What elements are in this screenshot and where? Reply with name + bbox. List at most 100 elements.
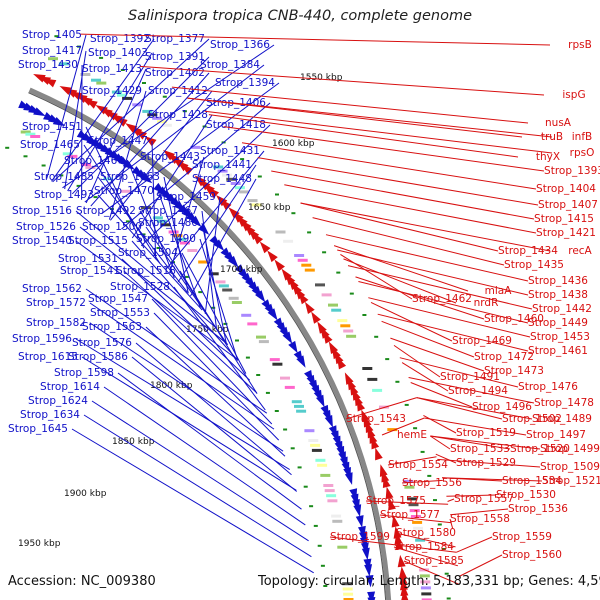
reverse-gene-arrow	[382, 475, 391, 489]
reverse-gene-arrow	[267, 250, 278, 263]
left-leader-line	[81, 356, 297, 491]
inner-feature-bar	[25, 132, 36, 136]
left-gene-label: Strop_1451	[22, 121, 82, 133]
right-gene-label: Strop_1585	[404, 555, 464, 567]
right-gene-label: Strop_1519	[456, 427, 516, 439]
inner-feature-bar	[62, 152, 73, 156]
reverse-gene-arrow	[323, 331, 333, 344]
inner-tick-dot	[41, 164, 46, 167]
outer-feature-bar	[409, 509, 420, 513]
inner-feature-bar	[326, 494, 337, 498]
outer-feature-bar	[412, 520, 423, 524]
right-gene-label: Strop_1497	[526, 429, 586, 441]
left-leader-line	[131, 356, 298, 492]
reverse-gene-arrow	[347, 377, 357, 391]
right-leader-line	[208, 114, 519, 158]
inner-feature-bar	[30, 135, 41, 138]
right-leader-line	[140, 65, 545, 96]
left-leader-line	[153, 312, 280, 441]
left-gene-label: Strop_1492	[76, 205, 136, 217]
inner-feature-bar	[168, 230, 179, 234]
right-gene-label: Strop_1393	[544, 165, 600, 177]
outer-tick-dot	[427, 474, 432, 477]
right-gene-label: Strop_1407	[538, 199, 598, 211]
left-gene-label: Strop_1413	[82, 63, 142, 75]
forward-gene-arrow	[288, 340, 298, 354]
inner-feature-bar	[67, 154, 78, 158]
right-gene-label: Strop_1509	[540, 461, 600, 473]
reverse-gene-arrow	[144, 136, 157, 147]
outer-tick-dot	[54, 35, 59, 38]
inner-feature-bar	[103, 177, 113, 181]
left-gene-label: Strop_1377	[145, 33, 205, 45]
left-gene-label: Strop_1518	[116, 265, 176, 277]
right-gene-label: Strop_1599	[330, 531, 390, 543]
inner-feature-bar	[327, 499, 338, 503]
right-gene-label: Strop_1556	[402, 477, 462, 489]
outer-feature-bar	[407, 497, 418, 501]
right-leader-line	[312, 217, 505, 266]
outer-feature-bar	[234, 186, 245, 190]
right-gene-label: Strop_1536	[508, 503, 568, 515]
accession-text: Accession: NC_009380	[8, 574, 156, 589]
right-leader-line	[377, 313, 529, 352]
inner-tick-dot	[5, 146, 10, 149]
outer-feature-bar	[58, 62, 69, 66]
forward-gene-arrow	[353, 504, 362, 517]
right-leader-line	[365, 500, 449, 505]
outer-tick-dot	[120, 69, 125, 71]
inner-feature-bar	[176, 237, 187, 241]
outer-feature-bar	[419, 574, 430, 578]
left-gene-label: Strop_1464	[64, 155, 124, 167]
inner-tick-dot	[223, 322, 228, 325]
left-gene-label: Strop_1480	[138, 217, 198, 229]
right-gene-label: thyX	[536, 151, 560, 163]
right-leader-line	[333, 245, 469, 292]
right-leader-line	[446, 494, 497, 497]
right-leader-line	[395, 532, 456, 548]
right-leader-line	[345, 397, 417, 420]
inner-tick-dot	[256, 374, 261, 376]
right-gene-label: rpsO	[570, 147, 595, 159]
left-gene-label: Strop_1485	[34, 171, 94, 183]
right-gene-label: Strop_1421	[536, 227, 596, 239]
right-gene-label: Strop_1472	[474, 351, 534, 363]
outer-feature-bar	[420, 586, 431, 590]
outer-feature-bar	[304, 268, 315, 272]
right-gene-label: Strop_1461	[528, 345, 588, 357]
left-leader-line	[83, 414, 312, 558]
kbp-tick-label: 1550 kbp	[300, 73, 343, 83]
left-gene-label: Strop_1403	[88, 47, 148, 59]
right-gene-label: nusA	[545, 117, 572, 129]
inner-feature-bar	[280, 376, 290, 380]
inner-feature-bar	[156, 219, 167, 223]
reverse-gene-arrow	[399, 572, 408, 585]
reverse-gene-arrow	[371, 436, 380, 450]
reverse-gene-arrow	[379, 464, 388, 477]
left-leader-line	[173, 286, 266, 411]
reverse-gene-arrow	[391, 514, 400, 528]
left-gene-label: Strop_1465	[20, 139, 80, 151]
right-leader-line	[442, 477, 543, 482]
inner-feature-bar	[337, 545, 348, 549]
outer-tick-dot	[240, 158, 245, 161]
forward-gene-arrow	[296, 355, 306, 368]
left-leader-line	[190, 178, 257, 297]
reverse-gene-arrow	[252, 232, 264, 245]
reverse-gene-arrow	[38, 76, 52, 85]
right-leader-line	[337, 249, 529, 296]
left-gene-label: Strop_1467	[138, 205, 198, 217]
outer-tick-dot	[404, 403, 409, 406]
inner-tick-dot	[283, 428, 288, 431]
outer-tick-dot	[420, 450, 425, 453]
right-gene-label: truB	[541, 131, 563, 143]
reverse-gene-arrow	[365, 420, 374, 434]
outer-feature-bar	[239, 190, 250, 194]
left-gene-label: Strop_1598	[54, 367, 114, 379]
right-gene-label: Strop_1434	[498, 245, 558, 257]
left-gene-label: Strop_1463	[100, 171, 160, 183]
left-leader-line	[75, 240, 238, 360]
left-leader-line	[169, 156, 205, 274]
inner-tick-dot	[297, 466, 302, 469]
